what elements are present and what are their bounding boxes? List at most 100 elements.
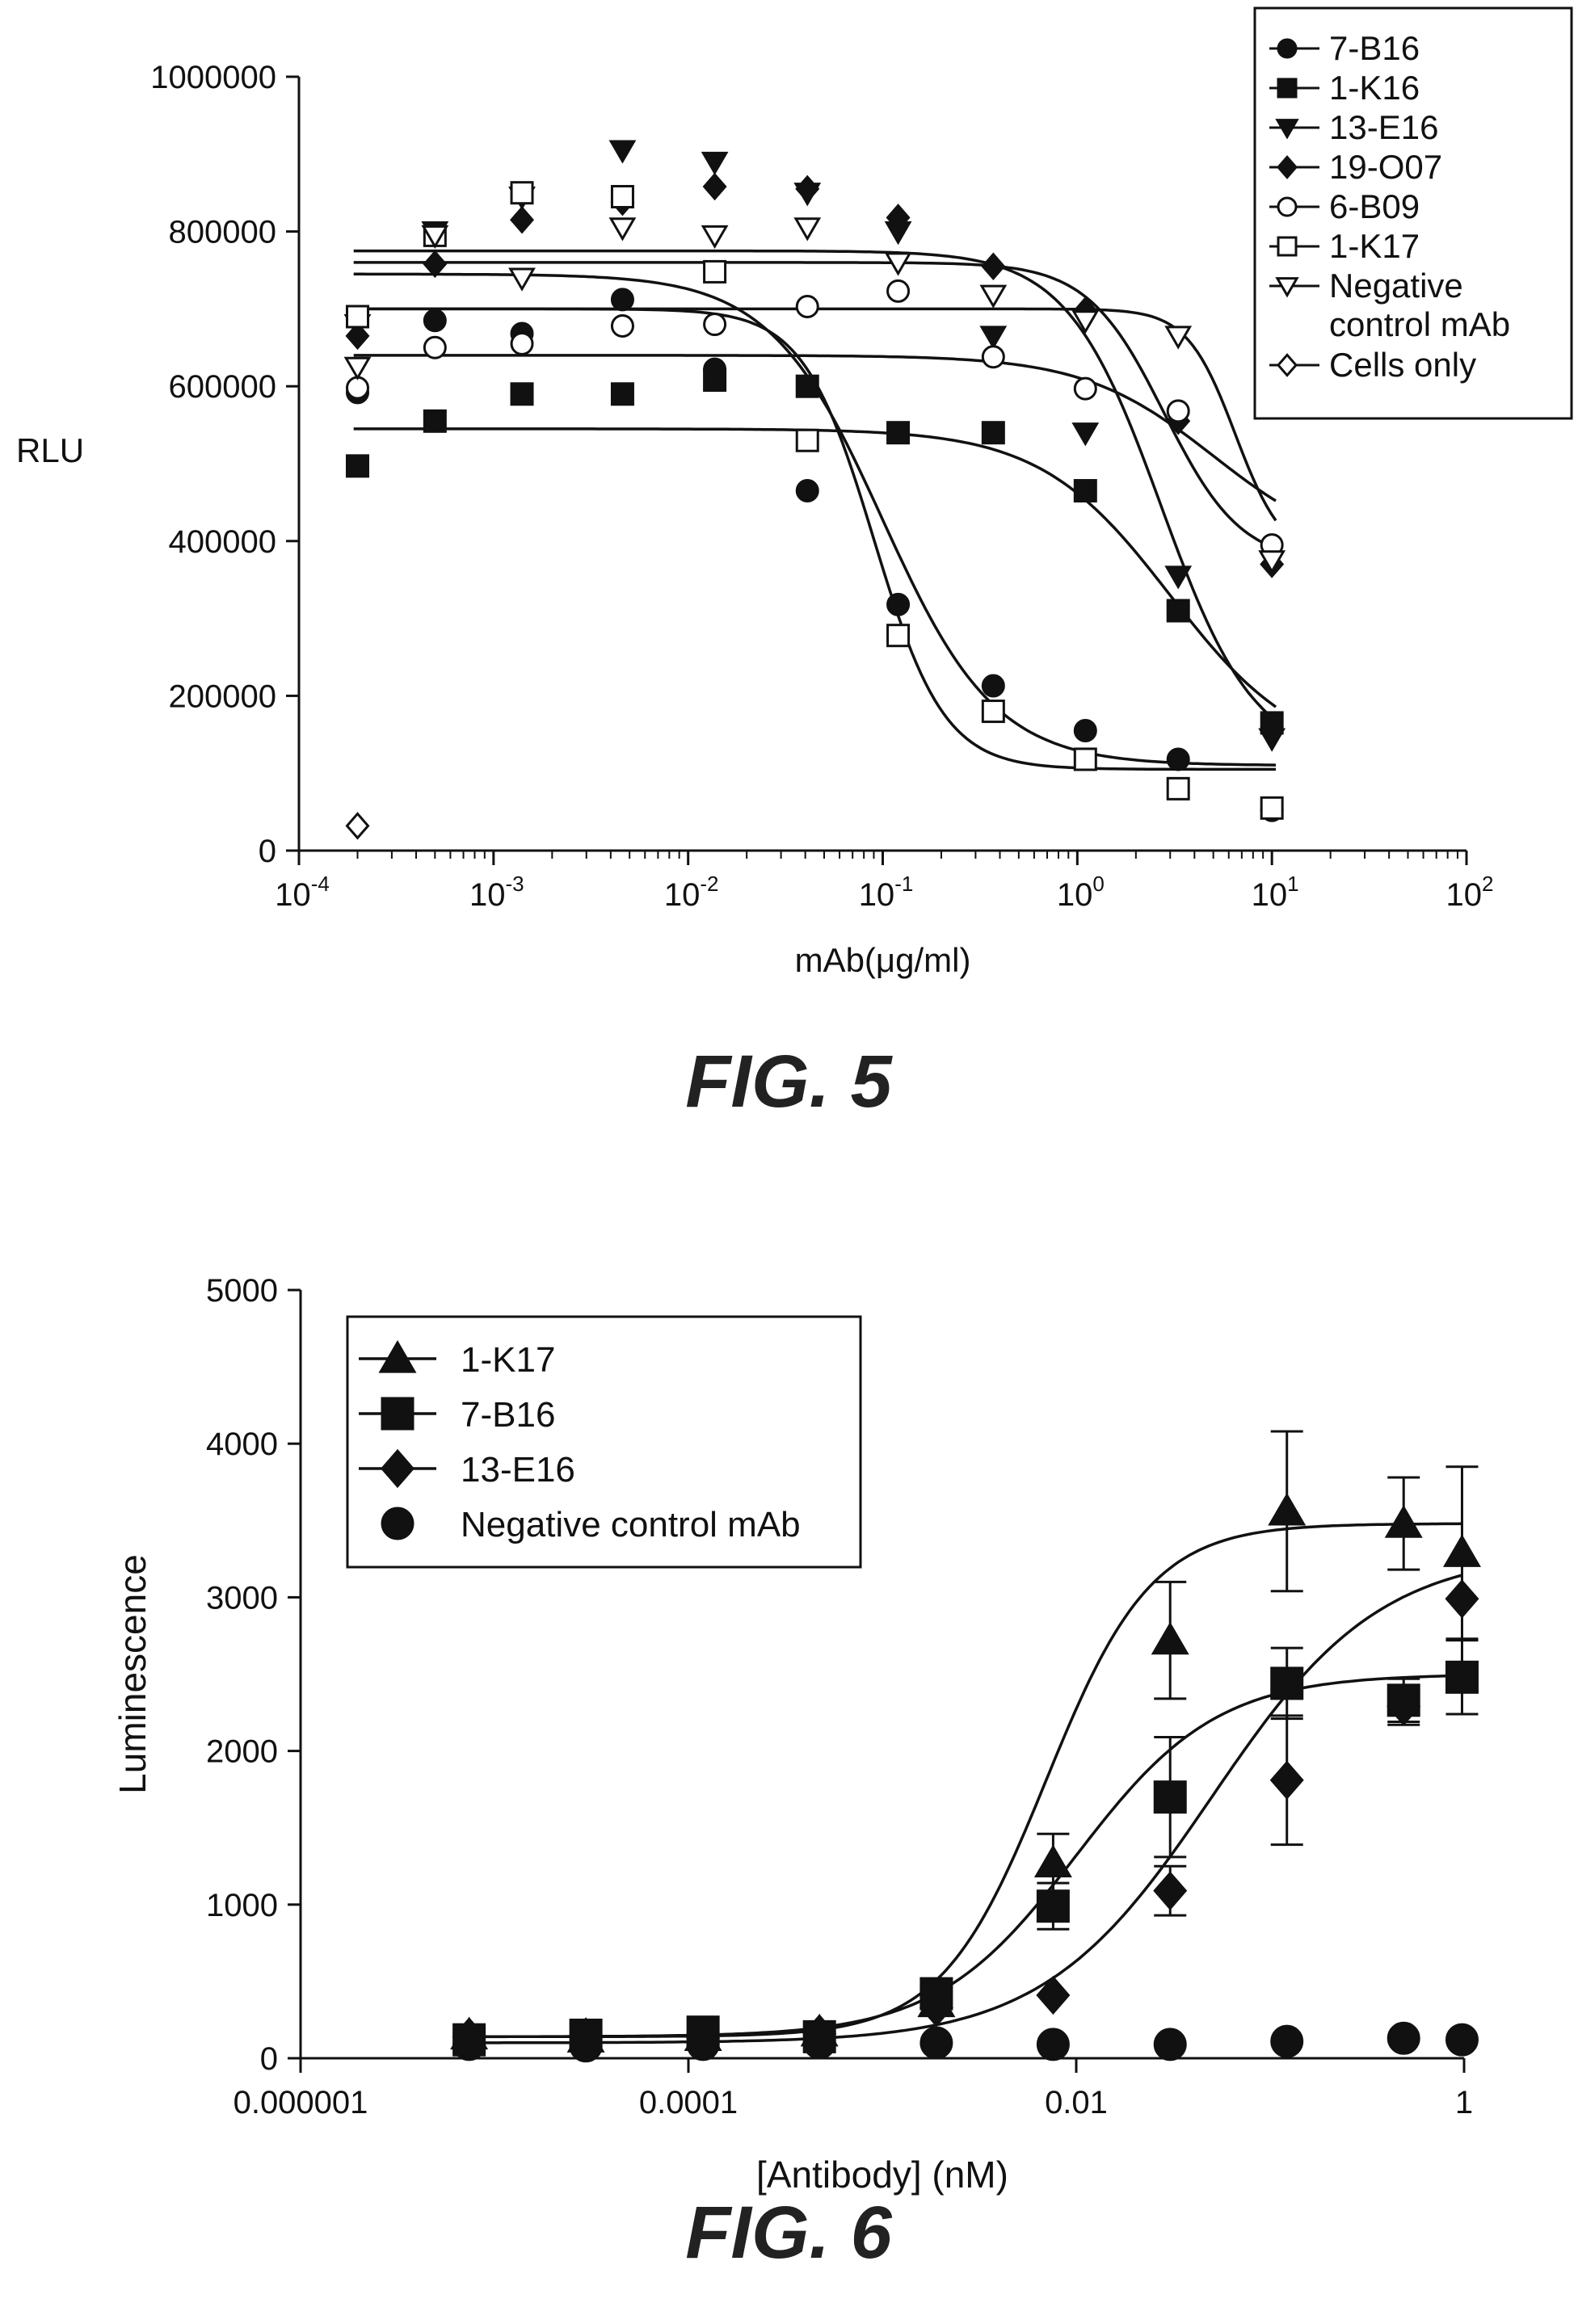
fig5-point-1-k17: [1166, 776, 1190, 801]
fig5-legend-marker-1-k16: [1277, 78, 1298, 99]
fig5-legend-label: Negative: [1329, 267, 1463, 305]
fig6-point-1-k17: [1384, 1505, 1423, 1538]
fig5-point-7-b16: [610, 288, 634, 312]
fig5-point-negative-control-mab: [508, 267, 536, 292]
fig5-point-13-e16: [1164, 565, 1193, 590]
fig5-legend: [1253, 6, 1573, 420]
fig6-point-negative-control-mab: [1387, 2021, 1420, 2055]
fig5-point-negative-control-mab: [884, 252, 912, 276]
fig6-y-axis-label: Luminescence: [112, 1554, 154, 1794]
fig5-y-tick-label: 600000: [169, 369, 276, 405]
fig5-x-tick-label: 10-3: [469, 872, 524, 913]
fig5-legend-marker-7-b16: [1277, 38, 1298, 59]
fig6-y-tick-label: 1000: [206, 1888, 278, 1923]
fig5-x-tick-label: 10-2: [664, 872, 719, 913]
fig5-point-13-e16: [701, 151, 729, 176]
fig6-label: FIG. 6: [685, 2192, 892, 2274]
fig5-point-6-b09: [1166, 399, 1190, 423]
fig6-point-negative-control-mab: [1270, 2024, 1304, 2058]
fig5-point-1-k16: [886, 421, 911, 445]
fig5-legend-label: Cells only: [1329, 346, 1476, 384]
fig6-y-tick-label: 5000: [206, 1273, 278, 1309]
fig5-point-6-b09: [795, 295, 819, 319]
fig6-point-7-b16: [1270, 1666, 1304, 1700]
fig6-point-13-e16: [919, 1988, 953, 2028]
fig5-x-tick-label: 102: [1446, 872, 1494, 913]
fig5-x-tick-label: 100: [1057, 872, 1105, 913]
fig5-point-6-b09: [423, 335, 447, 359]
fig5-label: FIG. 5: [685, 1040, 893, 1123]
fig5-point-1-k16: [345, 454, 369, 478]
fig6-chart: 0 1000 2000 3000 4000 5000 0.000001 0.0001 0.01 1…: [112, 1273, 1481, 2274]
fig5-point-1-k17: [1073, 747, 1097, 771]
fig5-x-tick-label: 101: [1252, 872, 1299, 913]
fig6-point-negative-control-mab: [686, 2028, 720, 2061]
fig5-point-6-b09: [610, 313, 634, 338]
fig5-legend-label: 19-O07: [1329, 148, 1442, 186]
fig5-point-7-b16: [886, 592, 911, 616]
fig5-point-6-b09: [703, 313, 727, 337]
fig5-point-1-k16: [795, 374, 819, 398]
fig6-legend-marker-7-b16: [381, 1397, 414, 1431]
fig6-point-7-b16: [1036, 1889, 1070, 1923]
fig5-point-1-k16: [703, 368, 727, 393]
fig6-point-13-e16: [1269, 1760, 1304, 1800]
fig5-y-tick-label: 0: [259, 834, 276, 869]
fig6-point-1-k17: [1268, 1492, 1307, 1526]
fig6-x-tick-label: 1: [1455, 2085, 1473, 2120]
fig5-chart: 0 200000 400000 600000 800000 1000000 10-4 10-3…: [16, 6, 1573, 1123]
fig5-point-1-k16: [1073, 479, 1097, 503]
fig5-fit-6-b09: [353, 354, 1277, 502]
fig6-legend-label: 13-E16: [461, 1450, 575, 1490]
fig6-x-axis-label: [Antibody] (nM): [756, 2154, 1008, 2196]
fig5-point-1-k17: [510, 181, 534, 205]
fig6-point-negative-control-mab: [1153, 2028, 1187, 2061]
fig6-legend-label: Negative control mAb: [461, 1505, 801, 1544]
fig5-point-negative-control-mab: [1258, 550, 1286, 574]
fig5-point-19-o07: [345, 321, 370, 351]
fig6-fit-7-b16: [469, 1674, 1462, 2039]
fig5-point-19-o07: [510, 205, 535, 234]
fig5-point-1-k17: [1260, 796, 1284, 820]
fig6-point-7-b16: [1445, 1660, 1479, 1694]
fig5-point-1-k16: [981, 421, 1005, 445]
fig5-point-cells-only: [345, 812, 370, 840]
fig5-legend-marker-6-b09: [1277, 196, 1298, 217]
fig5-legend-marker-19-o07: [1277, 155, 1298, 179]
fig6-point-negative-control-mab: [802, 2026, 836, 2060]
fig5-y-tick-label: 200000: [169, 679, 276, 714]
fig5-point-1-k17: [610, 184, 634, 208]
fig5-point-6-b09: [1073, 376, 1097, 401]
fig5-point-1-k16: [423, 409, 447, 433]
fig5-legend-marker-1-k17: [1277, 236, 1298, 257]
fig5-point-1-k17: [795, 428, 819, 452]
fig5-y-tick-label: 800000: [169, 215, 276, 250]
fig6-point-1-k17: [1151, 1621, 1189, 1655]
fig5-fit-19-o07: [353, 261, 1277, 550]
fig5-y-tick-label: 400000: [169, 524, 276, 560]
fig5-point-6-b09: [886, 279, 911, 303]
fig5-legend-label: 1-K17: [1329, 227, 1420, 265]
fig5-legend-marker-13-e16: [1275, 119, 1299, 140]
fig5-point-19-o07: [981, 252, 1006, 280]
fig6-point-negative-control-mab: [919, 2026, 953, 2060]
fig5-point-7-b16: [423, 309, 447, 333]
fig5-point-1-k16: [1166, 599, 1190, 623]
fig6-x-tick-label: 0.0001: [639, 2085, 738, 2120]
fig5-point-negative-control-mab: [979, 284, 1008, 309]
fig5-point-negative-control-mab: [1164, 326, 1193, 350]
fig6-legend-label: 7-B16: [461, 1395, 555, 1435]
fig5-y-tick-label: 1000000: [150, 60, 276, 95]
fig5-point-19-o07: [423, 250, 448, 279]
fig6-point-negative-control-mab: [452, 2028, 486, 2061]
fig5-point-7-b16: [795, 479, 819, 503]
fig6-point-negative-control-mab: [1036, 2028, 1070, 2061]
fig6-point-negative-control-mab: [1445, 2023, 1479, 2057]
fig6-point-13-e16: [1153, 1871, 1188, 1910]
fig5-legend-marker-cells-only: [1277, 353, 1298, 377]
fig6-point-7-b16: [1153, 1780, 1187, 1814]
fig5-point-1-k17: [981, 700, 1005, 724]
fig5-fit-1-k16: [353, 427, 1277, 708]
fig5-point-19-o07: [795, 174, 820, 204]
fig5-point-6-b09: [345, 376, 369, 400]
